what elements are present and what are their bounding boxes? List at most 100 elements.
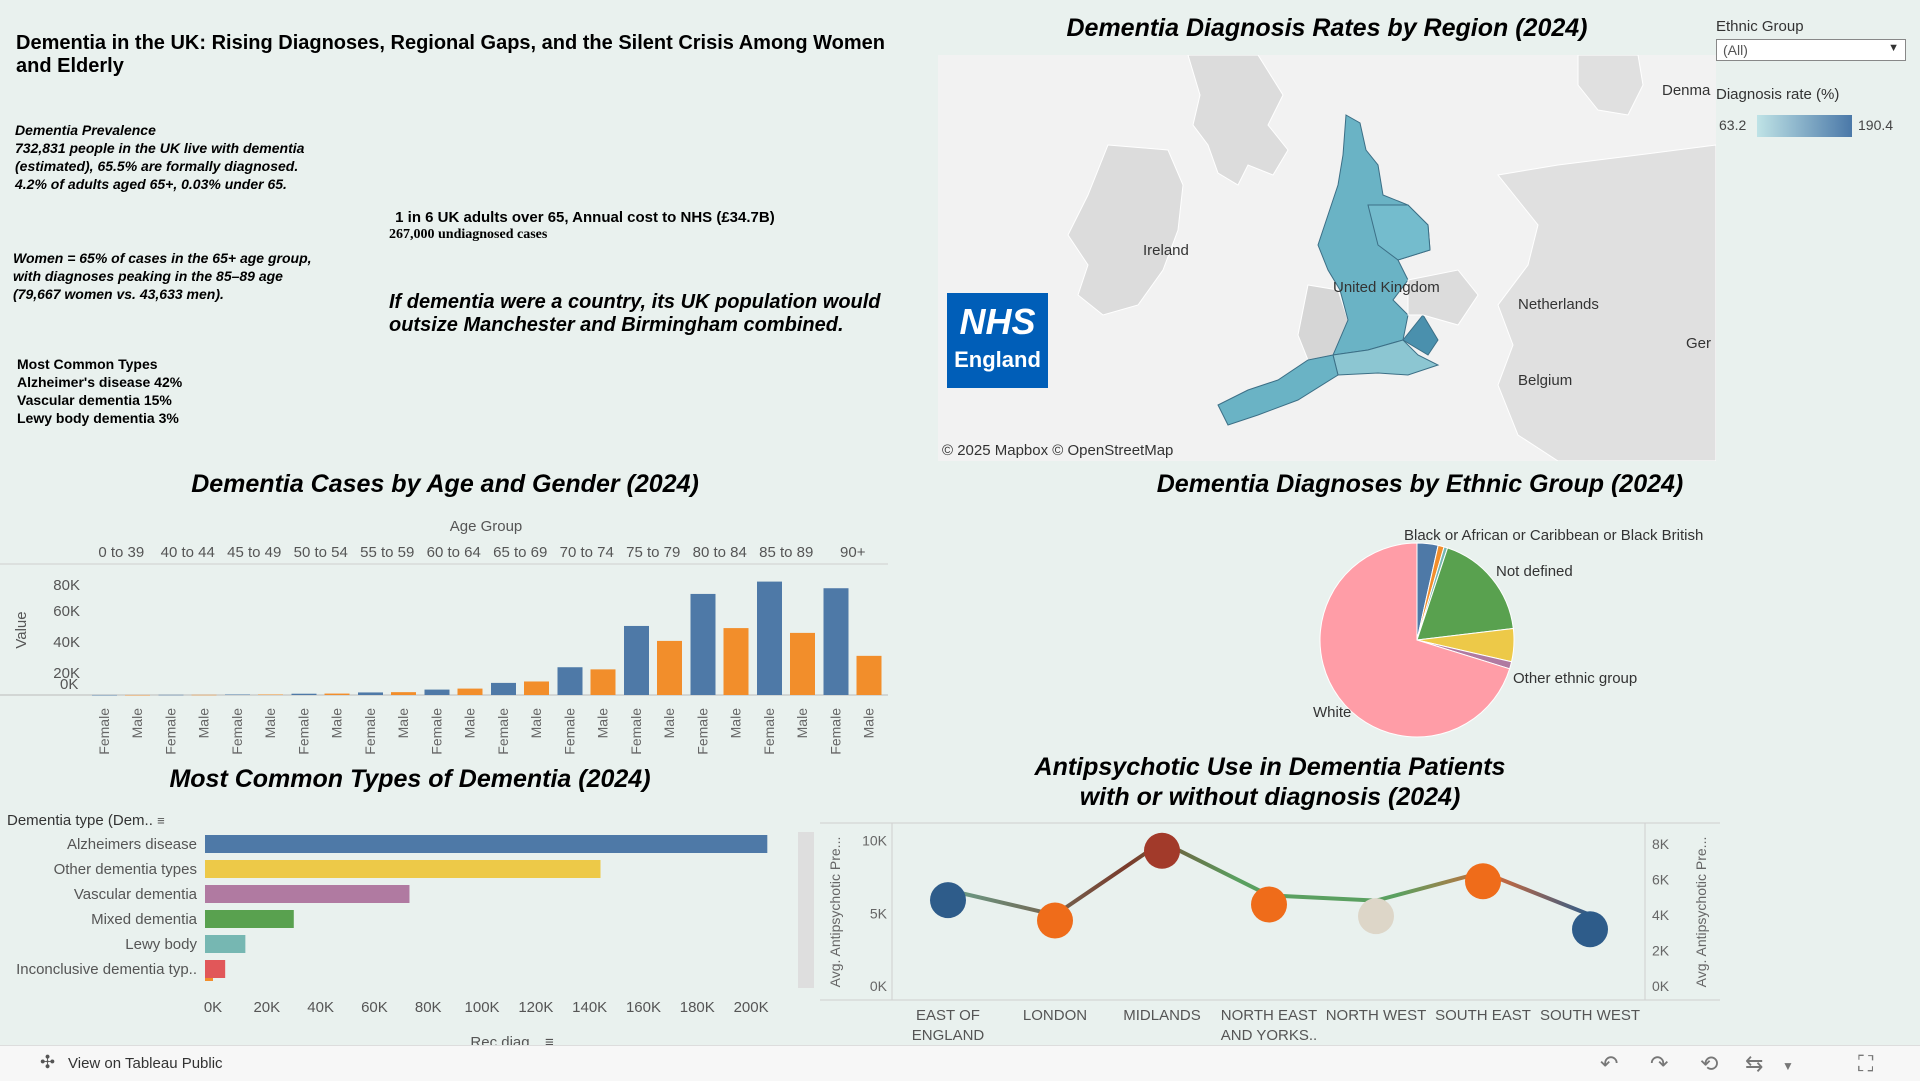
age-bar-male[interactable]: [191, 694, 217, 696]
types-xtick: 200K: [734, 999, 769, 1016]
anti-circle-mark[interactable]: [1144, 832, 1180, 869]
anti-ytick-right: 0K: [1652, 978, 1670, 994]
types-bar[interactable]: [205, 860, 601, 878]
south-east-region[interactable]: [1332, 339, 1440, 376]
tableau-logo-icon: ✣: [40, 1052, 56, 1072]
yorkshire-region[interactable]: [1367, 204, 1431, 261]
south-west-region[interactable]: [1217, 354, 1339, 426]
age-bar-female[interactable]: [624, 625, 649, 695]
quote-line: If dementia were a country, its UK popul…: [389, 291, 881, 313]
map-label-ireland: Ireland: [1143, 242, 1189, 259]
undo-icon[interactable]: ↶: [1600, 1051, 1619, 1076]
age-ytick-zero: 0K: [60, 676, 79, 693]
gender-label: Male: [861, 708, 877, 739]
view-on-tableau-link[interactable]: View on Tableau Public: [68, 1055, 223, 1072]
anti-circle-mark[interactable]: [1465, 863, 1501, 900]
age-bar-female[interactable]: [158, 694, 184, 696]
prevalence-line: Dementia Prevalence: [15, 122, 156, 138]
age-bar-male[interactable]: [657, 640, 682, 695]
revert-icon[interactable]: ⟲: [1700, 1051, 1719, 1076]
age-category-label: 45 to 49: [227, 544, 281, 561]
gender-label: Male: [129, 708, 145, 739]
age-bar-female[interactable]: [358, 692, 383, 695]
prevalence-line: (estimated), 65.5% are formally diagnose…: [15, 158, 299, 174]
map-label-germany: Ger: [1686, 335, 1711, 352]
map-attribution[interactable]: © 2025 Mapbox © OpenStreetMap: [942, 442, 1173, 459]
fullscreen-icon[interactable]: ⛶: [1858, 1051, 1874, 1076]
age-bar-male[interactable]: [723, 628, 749, 695]
age-bar-female[interactable]: [225, 694, 250, 696]
types-category-label: Alzheimers disease: [67, 836, 197, 853]
age-bar-female[interactable]: [424, 689, 450, 695]
anti-ytick-right: 8K: [1652, 836, 1670, 852]
types-scrollbar[interactable]: [798, 832, 814, 988]
age-bar-male[interactable]: [125, 694, 150, 696]
prevalence-fact: Dementia Prevalence 732,831 people in th…: [15, 121, 304, 193]
types-chart[interactable]: Alzheimers disease Other dementia types Va…: [0, 830, 830, 1045]
scotland-shape: [1187, 55, 1289, 186]
types-category-label: Lewy body: [125, 936, 197, 953]
antipsychotic-chart[interactable]: Avg. Antipsychotic Pre... Avg. Antipsych…: [820, 820, 1720, 1045]
age-bar-male[interactable]: [391, 692, 416, 695]
types-bar[interactable]: [205, 835, 768, 853]
chevron-down-icon[interactable]: ▼: [1888, 42, 1899, 54]
types-bar[interactable]: [205, 910, 294, 928]
types-xtick: 60K: [361, 999, 388, 1016]
anti-xtick: AND YORKS..: [1221, 1027, 1317, 1044]
redo-icon[interactable]: ↷: [1650, 1051, 1669, 1076]
age-bar-male[interactable]: [524, 681, 549, 695]
types-category-label: Mixed dementia: [91, 911, 198, 928]
types-xtick: 20K: [253, 999, 280, 1016]
gender-label: Female: [695, 708, 711, 755]
types-row-header: Dementia type (Dem.. ≡: [7, 812, 165, 829]
legend-title: Diagnosis rate (%): [1716, 86, 1840, 103]
age-bar-female[interactable]: [491, 682, 516, 695]
types-bar[interactable]: [205, 960, 226, 978]
age-bar-male[interactable]: [856, 655, 882, 695]
region-map[interactable]: Ireland United Kingdom Netherlands Belgi…: [938, 55, 1716, 461]
age-bar-female[interactable]: [823, 588, 849, 695]
types-xtick: 180K: [680, 999, 715, 1016]
age-bar-male[interactable]: [457, 688, 483, 695]
anti-circle-mark[interactable]: [1251, 886, 1287, 923]
gender-label: Male: [661, 708, 677, 739]
age-bar-female[interactable]: [92, 694, 117, 696]
age-bar-male[interactable]: [590, 669, 616, 695]
antipsychotic-title-line: Antipsychotic Use in Dementia Patients: [1034, 753, 1506, 781]
age-bar-male[interactable]: [324, 693, 350, 695]
anti-circle-mark[interactable]: [1358, 898, 1394, 935]
anti-ytick-right: 6K: [1652, 871, 1670, 887]
chevron-down-icon[interactable]: ▼: [1782, 1059, 1794, 1073]
age-bar-female[interactable]: [557, 667, 583, 695]
antipsychotic-chart-title: Antipsychotic Use in Dementia Patients w…: [930, 752, 1610, 812]
age-bar-male[interactable]: [258, 694, 283, 696]
map-canvas[interactable]: Ireland United Kingdom Netherlands Belgi…: [938, 55, 1716, 461]
anti-xtick: NORTH WEST: [1326, 1007, 1427, 1024]
types-bar[interactable]: [205, 885, 410, 903]
sort-icon[interactable]: ≡: [157, 813, 165, 828]
age-bar-female[interactable]: [690, 593, 716, 695]
ireland-shape: [1067, 144, 1184, 316]
age-gender-chart[interactable]: Age Group Value 80K 60K 40K 20K 0K 0 to …: [0, 510, 900, 760]
anti-circle-mark[interactable]: [1572, 911, 1608, 948]
anti-circle-mark[interactable]: [1037, 902, 1073, 939]
pie-slice[interactable]: [1319, 542, 1511, 738]
gender-label: Male: [794, 708, 810, 739]
share-icon[interactable]: ⇆: [1745, 1051, 1764, 1076]
london-region[interactable]: [1402, 314, 1439, 356]
age-bar-female[interactable]: [757, 581, 782, 695]
types-chart-title: Most Common Types of Dementia (2024): [169, 765, 651, 793]
ethnic-filter-dropdown[interactable]: (All) ▼: [1716, 39, 1906, 61]
age-bar-male[interactable]: [790, 632, 815, 695]
ethnic-chart-title: Dementia Diagnoses by Ethnic Group (2024…: [1156, 470, 1684, 498]
types-bar[interactable]: [205, 935, 246, 953]
types-xtick: 80K: [415, 999, 442, 1016]
sort-icon[interactable]: ≡: [545, 1034, 554, 1045]
age-ytick: 80K: [53, 577, 80, 594]
anti-circle-mark[interactable]: [930, 882, 966, 919]
types-bar-partial[interactable]: [205, 978, 213, 981]
pie-slice[interactable]: [1416, 547, 1514, 641]
denmark-shape: [1577, 55, 1644, 116]
age-bar-female[interactable]: [291, 693, 317, 695]
ethnic-pie-chart[interactable]: Black or African or Caribbean or Black B…: [1300, 520, 1720, 750]
